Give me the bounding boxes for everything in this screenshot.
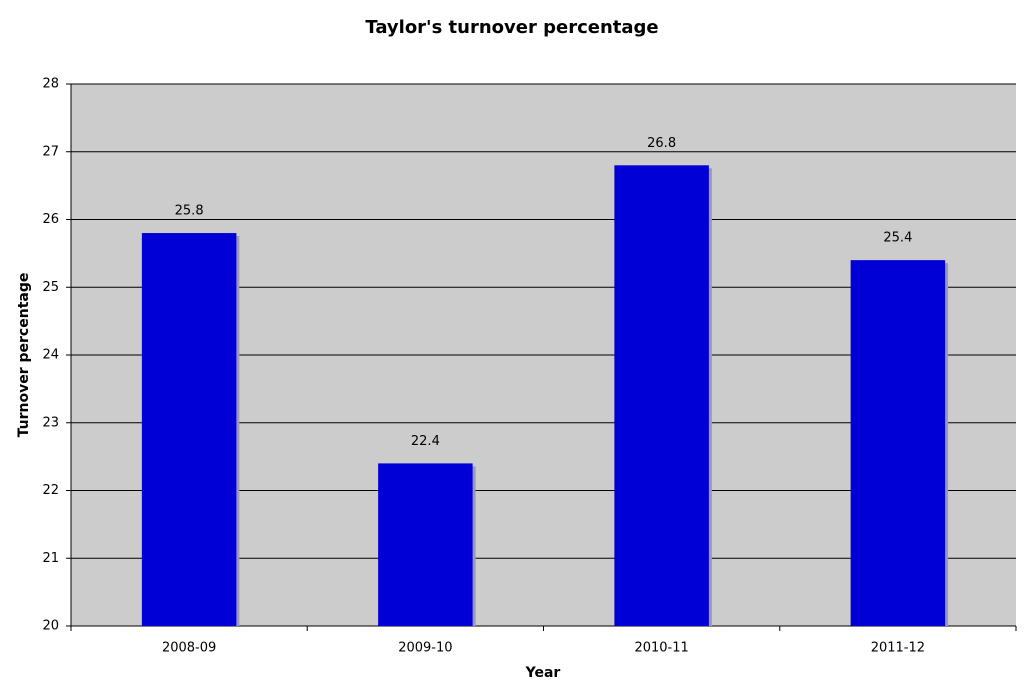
- y-tick-label: 22: [42, 483, 59, 498]
- bar: [378, 463, 473, 626]
- y-tick-label: 25: [42, 280, 59, 295]
- value-label: 22.4: [411, 434, 440, 449]
- x-tick-label: 2008-09: [162, 641, 216, 656]
- y-tick-label: 24: [42, 348, 59, 363]
- y-axis-label: Turnover percentage: [16, 273, 32, 438]
- x-tick-label: 2010-11: [634, 641, 688, 656]
- y-tick-label: 28: [42, 77, 59, 92]
- bar: [850, 260, 946, 626]
- value-label: 25.8: [175, 204, 204, 219]
- y-tick-label: 20: [42, 619, 59, 634]
- x-tick-label: 2011-12: [871, 641, 925, 656]
- y-tick-label: 21: [42, 551, 59, 566]
- bar: [614, 165, 709, 627]
- y-tick-label: 26: [42, 212, 59, 227]
- y-tick-label: 27: [42, 144, 59, 159]
- value-label: 26.8: [647, 136, 676, 151]
- x-axis-label: Year: [525, 665, 561, 681]
- bar: [141, 233, 237, 627]
- value-label: 25.4: [883, 231, 912, 246]
- y-tick-label: 23: [42, 415, 59, 430]
- chart-title: Taylor's turnover percentage: [365, 17, 658, 38]
- x-tick-label: 2009-10: [398, 641, 452, 656]
